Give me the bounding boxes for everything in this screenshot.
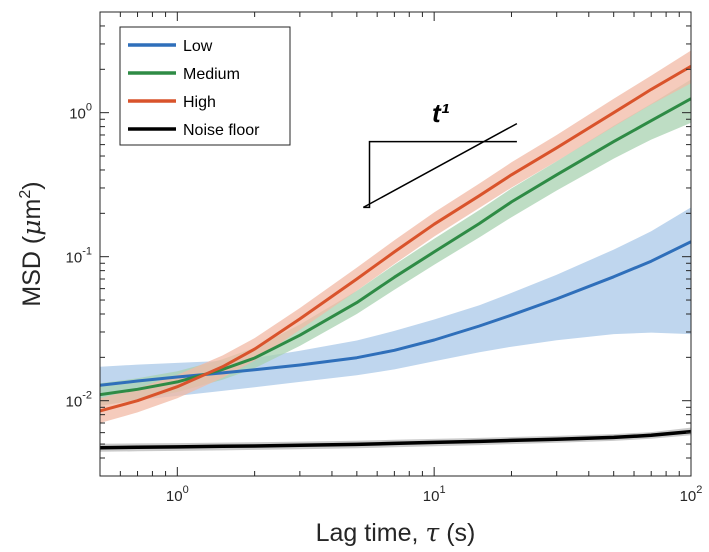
x-axis-title-main: Lag time, <box>316 519 426 547</box>
y-axis-title-main: MSD ( <box>18 235 46 307</box>
slope-annotation: t¹ <box>362 98 518 209</box>
legend-items: Low Medium High Noise floor <box>128 38 260 139</box>
line-low <box>100 240 691 387</box>
line-noise-floor <box>100 429 691 450</box>
x-axis-title: Lag time, τ (s) <box>316 518 476 547</box>
legend: Low Medium High Noise floor <box>119 26 291 146</box>
tick-labels: 100 101 102 10-2 10-1 100 <box>66 102 703 505</box>
axis-ticks <box>99 11 692 477</box>
slope-triangle <box>363 140 517 209</box>
y-axis-title: MSD (μm2) <box>17 181 46 306</box>
y-axis-title-symbol: μ <box>17 219 46 235</box>
legend-label-noise-floor: Noise floor <box>183 122 260 139</box>
y-tick-label: 10-1 <box>66 246 92 267</box>
legend-label-medium: Medium <box>183 66 240 83</box>
line-high <box>100 65 691 413</box>
x-axis-title-unit: (s) <box>439 519 475 547</box>
legend-label-low: Low <box>183 38 213 55</box>
y-tick-label: 10-2 <box>66 390 92 411</box>
y-axis-title-exp: 2 <box>17 190 34 199</box>
x-tick-label: 100 <box>166 484 189 505</box>
x-tick-label: 101 <box>423 484 446 505</box>
band-high <box>100 50 691 423</box>
legend-label-high: High <box>183 94 216 111</box>
line-medium <box>100 97 691 397</box>
x-tick-label: 102 <box>680 484 703 505</box>
x-axis-title-symbol: τ <box>425 518 440 547</box>
slope-hypotenuse <box>362 122 518 209</box>
slope-label: t¹ <box>432 98 450 128</box>
plot-frame <box>99 11 692 477</box>
y-axis-title-unit: m <box>18 199 46 220</box>
series-lines <box>100 65 691 450</box>
y-tick-label: 100 <box>69 102 92 123</box>
y-axis-title-close: ) <box>18 181 46 189</box>
